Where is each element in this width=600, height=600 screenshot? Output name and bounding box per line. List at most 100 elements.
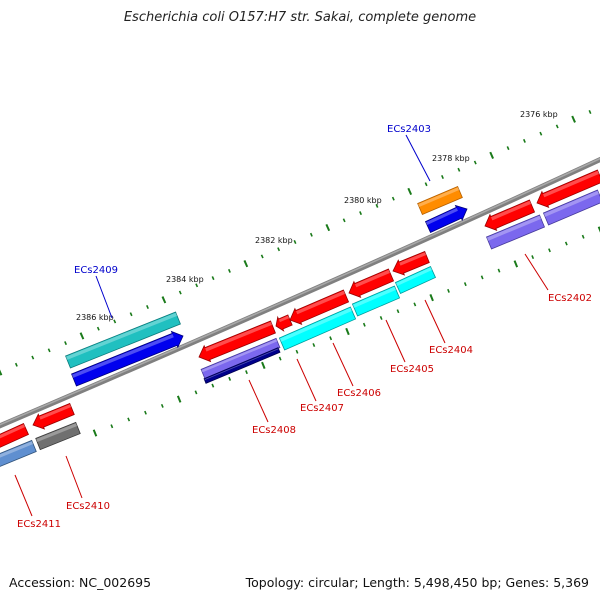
leader-line-ecs2406	[332, 342, 354, 387]
tick-label-2386: 2386 kbp	[76, 313, 114, 322]
genome-backbone-highlight	[0, 157, 600, 426]
gene-cds-ecs2403-body	[424, 204, 468, 233]
leader-line-ecs2407	[296, 358, 317, 402]
outer-tick-mark	[64, 341, 68, 346]
gene-feature-ecs2408	[198, 320, 276, 363]
outer-tick-mark	[522, 138, 526, 143]
inner-tick-mark	[160, 403, 164, 408]
gene-feature-ecs2404	[392, 250, 430, 276]
inner-tick-mark	[92, 429, 98, 437]
outer-tick-mark	[14, 362, 18, 367]
gene-feature-ecs2408-highlight	[205, 321, 273, 352]
gene-feature-ecs2407-highlight	[278, 315, 290, 323]
outer-tick-mark	[489, 151, 494, 159]
outer-tick-mark	[129, 312, 133, 317]
inner-tick-mark	[362, 322, 366, 327]
inner-tick-mark	[429, 294, 434, 302]
outer-tick-mark	[195, 283, 199, 288]
gene-cds-ecs2405	[351, 285, 401, 317]
gene-feature-ecs2411-highlight	[0, 424, 26, 439]
gene-label-ecs2402: ECs2402	[548, 293, 592, 304]
gene-cds-ecs2402b	[542, 189, 600, 226]
gene-label-ecs2408: ECs2408	[252, 425, 296, 436]
outer-tick-mark	[325, 223, 331, 232]
gene-cds-ecs2408b-highlight	[204, 348, 279, 381]
outer-tick-mark	[506, 146, 510, 151]
leader-line-ecs2403	[405, 134, 431, 182]
tick-label-2380: 2380 kbp	[344, 196, 382, 205]
leader-line-ecs2411	[14, 474, 33, 517]
inner-tick-mark	[329, 336, 333, 341]
outer-tick-mark	[571, 115, 576, 123]
gene-label-ecs2409: ECs2409	[74, 265, 118, 276]
gene-cds-ecs2409-body	[71, 330, 184, 387]
inner-tick-mark	[345, 327, 350, 336]
gene-cds-ecs2408b-body	[203, 347, 281, 384]
outer-tick-mark	[555, 124, 559, 129]
inner-tick-mark	[144, 410, 147, 415]
inner-tick-mark	[396, 309, 400, 314]
gene-feature-ecs2410	[32, 402, 75, 430]
leader-line-ecs2409	[95, 275, 113, 319]
outer-tick-mark	[161, 296, 167, 304]
gene-label-ecs2406: ECs2406	[337, 388, 381, 399]
gene-feature-ecs2407-body	[275, 314, 293, 332]
gene-feature-ecs2405	[348, 268, 395, 298]
gene-feature-ecs2404-body	[392, 250, 430, 276]
inner-tick-mark	[531, 255, 535, 260]
leader-line-ecs2408	[248, 379, 269, 423]
inner-tick-mark	[110, 424, 114, 429]
inner-tick-mark	[413, 302, 417, 307]
tick-label-2376: 2376 kbp	[520, 110, 558, 119]
outer-tick-mark	[457, 167, 461, 172]
inner-tick-mark	[176, 395, 182, 403]
inner-tick-mark	[581, 234, 585, 239]
gene-feature-ecs2403	[417, 185, 463, 216]
topology-summary: Topology: circular; Length: 5,498,450 bp…	[245, 575, 589, 590]
gene-feature-ecs2404-highlight	[399, 252, 427, 266]
leader-line-ecs2405	[385, 319, 406, 363]
gene-feature-ecs2405-body	[348, 268, 395, 298]
gene-labels: ECs2403 ECs2409 ECs2402 ECs2404 ECs2405 …	[17, 124, 592, 530]
gene-cds-ecs2403	[424, 204, 468, 233]
gene-cds-ecs2405-highlight	[352, 286, 397, 308]
outer-tick-mark	[375, 203, 379, 208]
outer-tick-mark	[342, 218, 346, 223]
gene-label-ecs2407: ECs2407	[300, 403, 344, 414]
inner-tick-mark	[497, 268, 501, 273]
tick-labels: 2376 kbp 2378 kbp 2380 kbp 2382 kbp 2384…	[76, 110, 558, 322]
gene-label-ecs2405: ECs2405	[390, 364, 434, 375]
outer-tick-mark	[0, 369, 3, 376]
inner-tick-mark	[312, 343, 316, 348]
outer-tick-mark	[391, 196, 395, 201]
gene-cds-ecs2408b	[203, 347, 281, 384]
gene-feature-ecs2406-body	[289, 289, 350, 325]
gene-cds-ecs2402b-highlight	[543, 190, 600, 217]
gene-cds-ecs2403-highlight	[425, 208, 458, 226]
outer-tick-mark	[424, 182, 428, 187]
gene-feature-ecs2402b-body	[536, 169, 600, 208]
inner-tick-row	[92, 226, 600, 437]
outer-tick-mark	[113, 319, 117, 324]
tick-label-2384: 2384 kbp	[166, 275, 204, 284]
gene-feature-ecs2403-highlight	[417, 187, 460, 208]
outer-tick-mark	[79, 332, 85, 340]
gene-feature-ecs2406	[289, 289, 350, 325]
gene-cds-ecs2411-highlight	[0, 441, 34, 458]
inner-tick-mark	[295, 349, 299, 354]
gene-cds-ecs2402a-body	[485, 214, 546, 250]
gene-label-ecs2410: ECs2410	[66, 501, 110, 512]
inner-tick-mark	[548, 248, 551, 253]
inner-tick-mark	[379, 315, 383, 320]
inner-tick-mark	[447, 288, 450, 293]
gene-cds-ecs2408	[200, 337, 281, 380]
inner-tick-mark	[597, 226, 600, 233]
outer-tick-mark	[47, 348, 51, 353]
gene-cds-ecs2410-body	[35, 421, 81, 451]
outer-tick-mark	[407, 187, 413, 196]
gene-feature-ecs2410-body	[32, 402, 75, 430]
inner-tick-mark	[513, 260, 519, 268]
gene-cds-ecs2411	[0, 439, 37, 467]
gene-feature-ecs2411-body	[0, 423, 29, 448]
gene-feature-ecs2411	[0, 423, 29, 448]
